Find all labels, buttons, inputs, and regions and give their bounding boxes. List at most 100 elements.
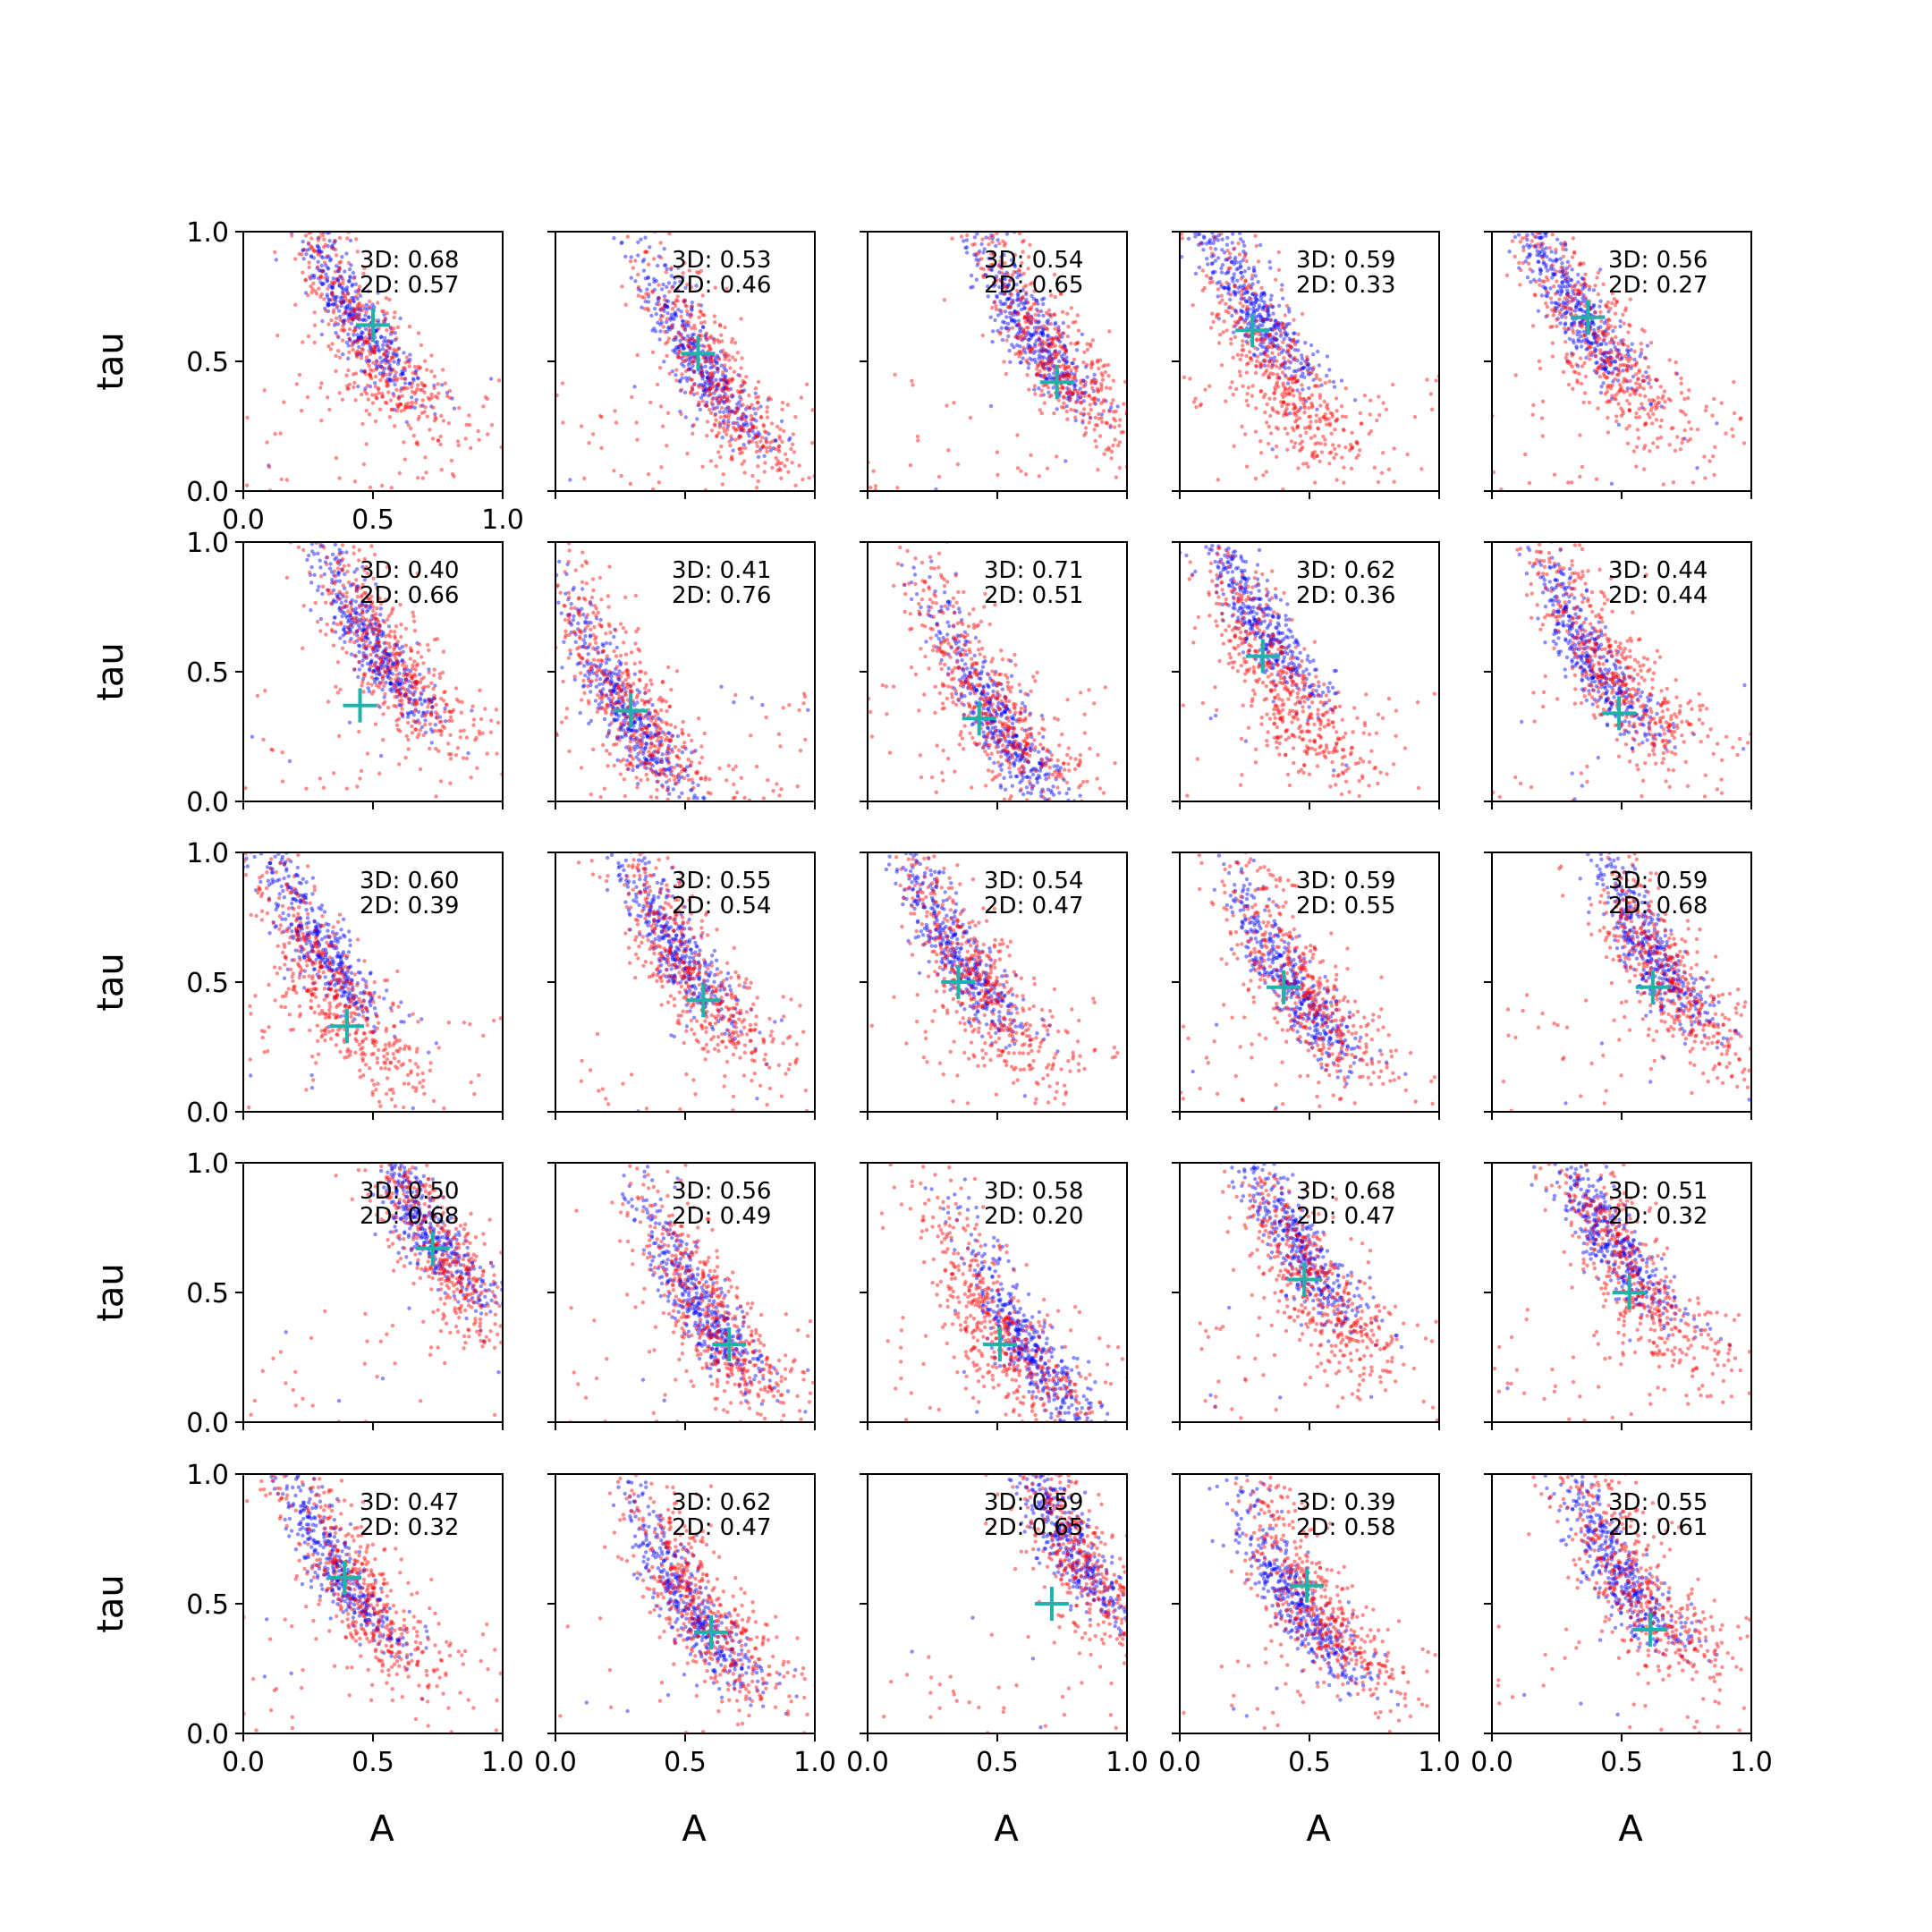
blue-point — [1300, 353, 1304, 358]
blue-point — [1544, 293, 1548, 298]
red-point — [620, 284, 624, 289]
red-point — [1040, 344, 1045, 349]
red-point — [642, 250, 648, 254]
red-point — [372, 350, 377, 354]
red-point — [1041, 383, 1046, 388]
red-point — [362, 369, 368, 374]
blue-point — [1554, 309, 1558, 313]
red-point — [1678, 447, 1683, 452]
blue-point — [361, 642, 366, 648]
red-point — [1208, 246, 1213, 250]
red-point — [384, 378, 388, 384]
blue-point — [1592, 369, 1597, 373]
red-point — [1083, 426, 1089, 430]
red-point — [1679, 381, 1683, 386]
red-point — [1062, 395, 1066, 400]
red-point — [717, 322, 723, 327]
red-point — [670, 285, 674, 290]
blue-point — [1598, 343, 1604, 347]
red-point — [1578, 289, 1582, 294]
blue-point — [343, 572, 347, 577]
blue-point — [1253, 300, 1258, 304]
blue-point — [720, 388, 725, 394]
red-point — [1060, 374, 1064, 378]
blue-point — [1045, 338, 1050, 343]
red-point — [1627, 408, 1632, 413]
red-point — [972, 242, 978, 247]
red-point — [360, 421, 365, 427]
red-point — [1224, 280, 1229, 285]
blue-point — [1285, 381, 1291, 386]
blue-point — [647, 282, 652, 287]
red-point — [665, 353, 669, 358]
red-point — [467, 422, 472, 428]
blue-point — [1249, 301, 1253, 307]
blue-point — [1252, 269, 1257, 274]
red-point — [445, 394, 450, 399]
blue-point — [1046, 349, 1052, 354]
red-point — [1063, 350, 1069, 354]
red-point — [1038, 408, 1042, 412]
blue-point — [356, 623, 361, 628]
blue-point — [360, 608, 365, 613]
blue-point — [1594, 371, 1599, 376]
blue-point — [1581, 292, 1586, 298]
red-point — [1038, 369, 1042, 374]
red-point — [380, 373, 386, 377]
red-point — [377, 407, 383, 411]
blue-point — [649, 313, 654, 318]
blue-point — [747, 440, 751, 445]
blue-point — [1243, 291, 1249, 295]
blue-point — [1556, 301, 1561, 306]
blue-point — [1578, 307, 1582, 311]
blue-point — [379, 662, 384, 666]
blue-point — [1597, 304, 1602, 309]
red-point — [761, 445, 766, 449]
blue-point — [396, 359, 401, 363]
blue-point — [1210, 261, 1215, 266]
red-point — [1114, 409, 1119, 414]
red-point — [1584, 283, 1589, 288]
red-point — [727, 439, 732, 444]
red-point — [1564, 277, 1569, 282]
blue-point — [1013, 264, 1018, 269]
red-point — [344, 604, 350, 608]
red-point — [1028, 242, 1032, 247]
blue-point — [1540, 235, 1545, 240]
blue-point — [1537, 259, 1541, 264]
blue-point — [391, 392, 395, 396]
red-point — [1022, 315, 1028, 319]
blue-point — [1261, 305, 1266, 309]
blue-point — [749, 421, 753, 427]
blue-point — [1260, 307, 1266, 312]
blue-point — [663, 263, 668, 267]
red-point — [489, 422, 495, 428]
red-point — [396, 347, 401, 352]
blue-point — [352, 570, 357, 574]
red-point — [1005, 305, 1011, 309]
blue-point — [718, 350, 724, 354]
blue-point — [676, 344, 681, 349]
red-point — [1229, 342, 1233, 346]
red-point — [1292, 402, 1297, 408]
blue-point — [1682, 436, 1687, 441]
blue-point — [1039, 297, 1045, 301]
red-point — [1299, 368, 1303, 372]
red-point — [392, 326, 396, 331]
red-point — [1119, 430, 1123, 435]
blue-point — [1044, 377, 1048, 382]
blue-point — [1577, 308, 1581, 312]
blue-point — [1241, 292, 1246, 296]
blue-point — [1026, 317, 1030, 322]
red-point — [412, 364, 418, 369]
blue-point — [335, 294, 339, 300]
blue-point — [365, 661, 370, 666]
red-point — [411, 685, 416, 690]
blue-point — [1538, 250, 1544, 254]
red-point — [375, 396, 379, 401]
blue-point — [418, 672, 422, 677]
blue-point — [997, 284, 1002, 290]
blue-point — [1513, 234, 1518, 240]
blue-point — [337, 283, 342, 288]
red-point — [644, 292, 648, 296]
